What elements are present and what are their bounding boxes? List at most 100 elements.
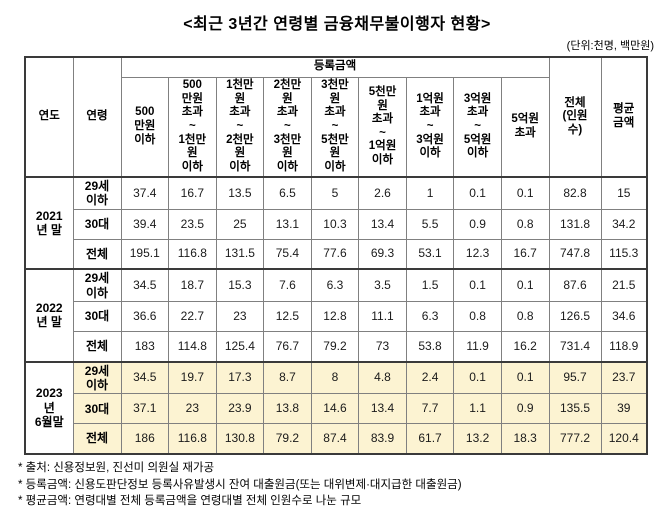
value-cell: 135.5 [548, 393, 602, 425]
value-cell: 13.8 [263, 393, 312, 425]
value-cell: 39 [600, 393, 648, 425]
footnotes: * 출처: 신용정보원, 진선미 의원실 재가공 * 등록금액: 신용도판단정보… [18, 460, 660, 510]
value-cell: 118.9 [600, 331, 648, 363]
year-cell: 2022 년 말 [24, 268, 74, 363]
year-cell: 2023 년 6월말 [24, 360, 74, 455]
value-cell: 116.8 [168, 238, 217, 270]
value-cell: 0.1 [500, 268, 550, 303]
value-cell: 61.7 [405, 423, 455, 455]
value-cell: 17.3 [215, 360, 265, 395]
value-cell: 0.9 [500, 393, 550, 425]
age-cell: 30대 [72, 393, 122, 425]
table-row: 30대 37.1 23 23.9 13.8 14.6 13.4 7.7 1.1 0.9 135.5 3… [25, 393, 648, 425]
value-cell: 11.9 [453, 331, 502, 363]
value-cell: 16.7 [500, 238, 550, 270]
value-cell: 82.8 [548, 175, 602, 210]
value-cell: 6.3 [405, 301, 455, 333]
table-row: 2021 년 말 29세 이하 37.4 16.7 13.5 6.5 5 2.6 1 0.1 0.1… [24, 175, 648, 270]
header-total-count: 전체 (인원 수) [548, 56, 602, 178]
value-cell: 18.7 [168, 268, 217, 303]
value-cell: 23.5 [168, 208, 217, 240]
amount-band-header-row: 500 만원 이하 500 만원 초과 ~ 1천만 원 이하 1천만 원 초과 ~ … [25, 76, 647, 178]
footnote-registered-amount: * 등록금액: 신용도판단정보 등록사유발생시 잔여 대출원금(또는 대위변제·… [18, 478, 462, 491]
value-cell: 186 [120, 423, 170, 455]
header-amount-band-3: 2천만 원 초과 ~ 3천만 원 이하 [263, 76, 312, 178]
value-cell: 2.4 [405, 360, 455, 395]
value-cell: 0.1 [453, 175, 502, 210]
value-cell: 79.2 [310, 331, 360, 363]
value-cell: 2.6 [358, 175, 407, 210]
header-amount-band-0: 500 만원 이하 [120, 76, 170, 178]
value-cell: 130.8 [215, 423, 265, 455]
value-cell: 777.2 [548, 423, 602, 455]
value-cell: 1.5 [405, 268, 455, 303]
value-cell: 16.2 [500, 331, 550, 363]
value-cell: 13.2 [453, 423, 502, 455]
value-cell: 16.7 [168, 175, 217, 210]
age-cell: 전체 [72, 331, 122, 363]
value-cell: 34.2 [600, 208, 648, 240]
age-cell: 전체 [72, 423, 122, 455]
table-row: 30대 39.4 23.5 25 13.1 10.3 13.4 5.5 0.9 0.8 131.8 3… [25, 208, 648, 240]
table-body: 2021 년 말 29세 이하 37.4 16.7 13.5 6.5 5 2.6 1 0.1 0.1… [24, 175, 648, 455]
age-cell: 전체 [72, 238, 122, 270]
value-cell: 13.5 [215, 175, 265, 210]
value-cell: 131.5 [215, 238, 265, 270]
value-cell: 53.8 [405, 331, 455, 363]
value-cell: 731.4 [548, 331, 602, 363]
value-cell: 747.8 [548, 238, 602, 270]
value-cell: 115.3 [600, 238, 648, 270]
page-title: <최근 3년간 연령별 금융채무불이행자 현황> [183, 16, 491, 33]
header-year: 연도 [24, 56, 74, 178]
value-cell: 83.9 [358, 423, 407, 455]
value-cell: 87.6 [548, 268, 602, 303]
table-row: 전체 186 116.8 130.8 79.2 87.4 83.9 61.7 13.2 18.3 7… [25, 423, 648, 455]
table-row: 2023 년 6월말 29세 이하 34.5 19.7 17.3 8.7 8 4.8 2.4 0.… [24, 360, 648, 455]
value-cell: 6.3 [310, 268, 360, 303]
value-cell: 23 [168, 393, 217, 425]
value-cell: 7.7 [405, 393, 455, 425]
table-row: 전체 183 114.8 125.4 76.7 79.2 73 53.8 11.9 16.2 731… [25, 331, 648, 363]
value-cell: 5.5 [405, 208, 455, 240]
defaulters-by-age-table: 연도 연령 등록금액 전체 (인원 수) 평균 금액 500 만원 이하 500 … [24, 56, 648, 455]
value-cell: 15.3 [215, 268, 265, 303]
value-cell: 79.2 [263, 423, 312, 455]
value-cell: 34.5 [120, 360, 170, 395]
age-cell: 29세 이하 [72, 268, 122, 303]
value-cell: 126.5 [548, 301, 602, 333]
value-cell: 4.8 [358, 360, 407, 395]
header-age: 연령 [72, 56, 122, 178]
age-cell: 30대 [72, 208, 122, 240]
header-amount-band-4: 3천만 원 초과 ~ 5천만 원 이하 [310, 76, 360, 178]
value-cell: 10.3 [310, 208, 360, 240]
unit-note: (단위:천명, 백만원) [566, 40, 654, 52]
value-cell: 12.3 [453, 238, 502, 270]
header-amount-band-1: 500 만원 초과 ~ 1천만 원 이하 [168, 76, 217, 178]
value-cell: 3.5 [358, 268, 407, 303]
value-cell: 13.4 [358, 208, 407, 240]
value-cell: 37.1 [120, 393, 170, 425]
value-cell: 69.3 [358, 238, 407, 270]
value-cell: 131.8 [548, 208, 602, 240]
value-cell: 0.1 [500, 360, 550, 395]
value-cell: 18.3 [500, 423, 550, 455]
header-amount-band-8: 5억원 초과 [500, 76, 550, 178]
value-cell: 87.4 [310, 423, 360, 455]
value-cell: 183 [120, 331, 170, 363]
value-cell: 23.9 [215, 393, 265, 425]
table-row: 2022 년 말 29세 이하 34.5 18.7 15.3 7.6 6.3 3.5 1.5 0.… [24, 268, 648, 363]
value-cell: 1 [405, 175, 455, 210]
value-cell: 12.8 [310, 301, 360, 333]
value-cell: 8 [310, 360, 360, 395]
year-cell: 2021 년 말 [24, 175, 74, 270]
value-cell: 73 [358, 331, 407, 363]
value-cell: 19.7 [168, 360, 217, 395]
value-cell: 8.7 [263, 360, 312, 395]
age-cell: 29세 이하 [72, 175, 122, 210]
table-row: 전체 195.1 116.8 131.5 75.4 77.6 69.3 53.1 12.3 16.… [25, 238, 648, 270]
value-cell: 114.8 [168, 331, 217, 363]
value-cell: 15 [600, 175, 648, 210]
value-cell: 21.5 [600, 268, 648, 303]
value-cell: 11.1 [358, 301, 407, 333]
